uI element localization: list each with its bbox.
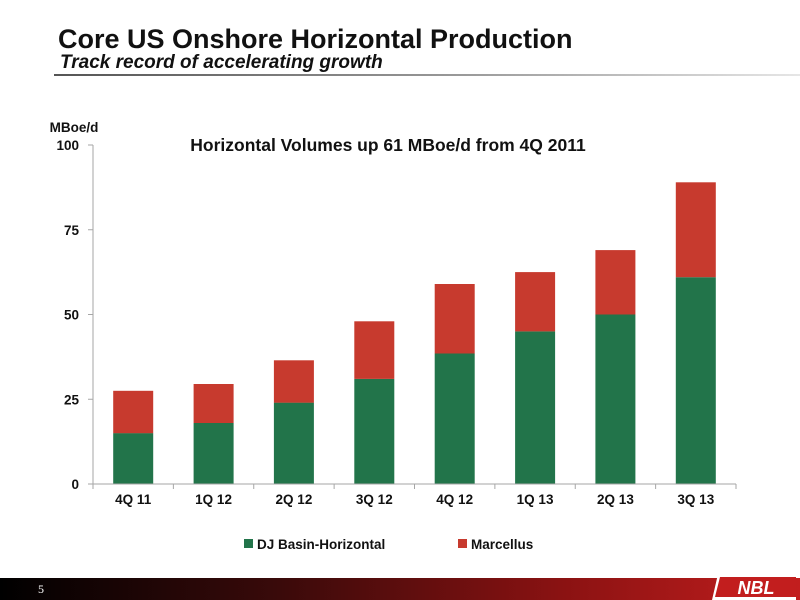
x-tick-label: 4Q 11 xyxy=(115,492,152,507)
y-tick-label: 50 xyxy=(64,308,79,323)
x-tick-label: 1Q 12 xyxy=(195,492,232,507)
title-divider xyxy=(54,74,800,76)
x-tick-label: 2Q 13 xyxy=(597,492,634,507)
y-tick-label: 100 xyxy=(56,138,79,153)
nbl-logo: NBL xyxy=(712,574,796,600)
bar-marcellus-5 xyxy=(515,272,556,332)
x-tick-label: 4Q 12 xyxy=(436,492,473,507)
footer-bar xyxy=(0,578,800,600)
x-tick-label: 1Q 13 xyxy=(517,492,554,507)
bar-dj-basin-2 xyxy=(273,402,314,484)
bar-marcellus-0 xyxy=(113,390,154,434)
bars-layer xyxy=(113,182,716,484)
bar-marcellus-6 xyxy=(595,250,636,315)
legend-swatch-marcellus xyxy=(458,539,467,548)
bar-marcellus-3 xyxy=(354,321,395,379)
bar-marcellus-4 xyxy=(434,284,475,354)
bar-marcellus-2 xyxy=(273,360,314,403)
chart-title: Horizontal Volumes up 61 MBoe/d from 4Q … xyxy=(190,135,586,155)
y-tick-label: 75 xyxy=(64,223,80,238)
slide-subtitle: Track record of accelerating growth xyxy=(60,52,383,73)
bar-dj-basin-4 xyxy=(434,353,475,484)
page-number: 5 xyxy=(38,582,44,596)
x-tick-label: 3Q 12 xyxy=(356,492,393,507)
slide-title: Core US Onshore Horizontal Production xyxy=(58,24,573,54)
bar-dj-basin-6 xyxy=(595,314,636,484)
legend: DJ Basin-Horizontal Marcellus xyxy=(244,537,533,552)
legend-label-dj-basin: DJ Basin-Horizontal xyxy=(257,537,385,552)
y-axis-label: MBoe/d xyxy=(50,120,99,135)
stacked-bar-chart: Horizontal Volumes up 61 MBoe/d from 4Q … xyxy=(50,120,737,552)
y-tick-label: 0 xyxy=(71,477,79,492)
bar-dj-basin-1 xyxy=(193,423,234,484)
legend-swatch-dj-basin xyxy=(244,539,253,548)
logo-text: NBL xyxy=(738,578,775,598)
bar-dj-basin-7 xyxy=(675,277,716,484)
legend-label-marcellus: Marcellus xyxy=(471,537,533,552)
y-tick-label: 25 xyxy=(64,392,80,407)
axes-layer: 0 25 50 75 100 4Q 11 1Q 12 2Q 12 3Q 12 4Q 12 1Q 13… xyxy=(56,138,737,507)
bar-marcellus-7 xyxy=(675,182,716,278)
x-tick-label: 3Q 13 xyxy=(677,492,714,507)
bar-dj-basin-3 xyxy=(354,378,395,484)
bar-dj-basin-5 xyxy=(515,331,556,484)
bar-marcellus-1 xyxy=(193,384,234,423)
x-tick-label: 2Q 12 xyxy=(276,492,313,507)
bar-dj-basin-0 xyxy=(113,433,154,484)
